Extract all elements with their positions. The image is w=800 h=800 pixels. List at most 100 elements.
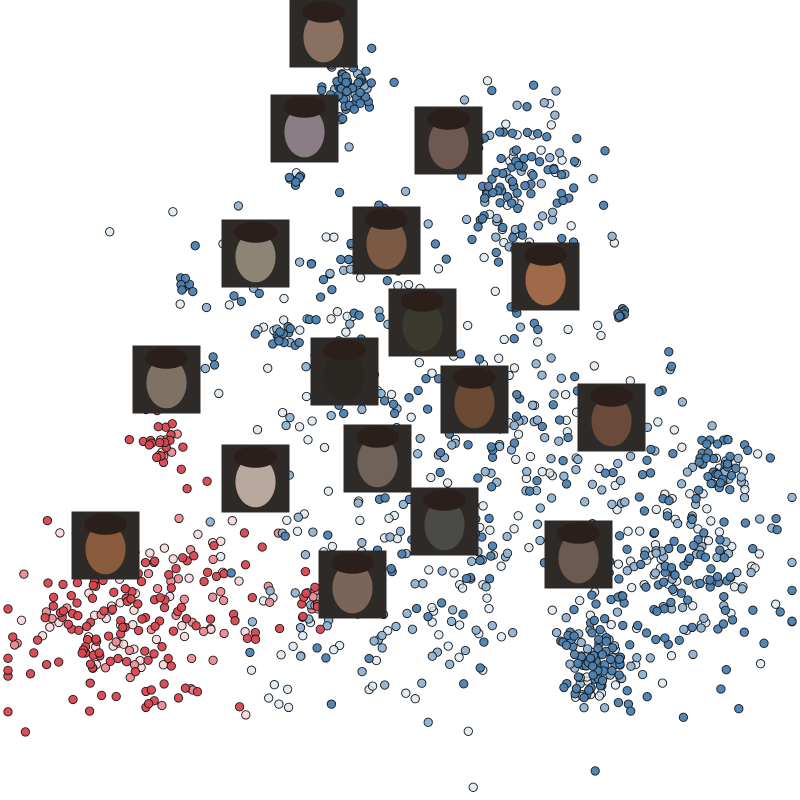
scatter-point xyxy=(355,87,365,98)
scatter-point xyxy=(55,528,65,538)
scatter-point xyxy=(178,553,188,563)
scatter-point xyxy=(8,632,18,642)
scatter-point xyxy=(660,633,670,643)
scatter-point xyxy=(657,678,668,688)
scatter-point xyxy=(323,486,334,496)
scatter-point xyxy=(511,411,522,421)
scatter-point xyxy=(614,531,625,541)
scatter-point xyxy=(449,568,459,578)
scatter-point xyxy=(173,574,184,584)
scatter-point xyxy=(193,529,203,539)
scatter-point xyxy=(712,572,723,582)
scatter-point xyxy=(676,588,687,598)
scatter-point xyxy=(573,658,583,669)
scatter-point xyxy=(186,653,197,664)
scatter-point xyxy=(632,653,642,663)
scatter-point xyxy=(587,590,597,600)
scatter-point xyxy=(386,564,396,574)
scatter-point xyxy=(133,625,144,636)
scatter-point xyxy=(670,570,680,580)
scatter-point xyxy=(303,435,313,445)
scatter-point xyxy=(406,412,416,422)
scatter-point xyxy=(354,310,364,320)
scatter-point xyxy=(739,492,750,503)
scatter-point xyxy=(247,592,257,603)
scatter-point xyxy=(332,307,343,317)
scatter-point xyxy=(755,659,766,669)
scatter-point xyxy=(353,498,363,508)
scatter-point xyxy=(650,568,661,578)
scatter-point xyxy=(740,518,751,528)
scatter-point xyxy=(427,602,437,613)
scatter-point xyxy=(475,555,485,566)
face-10-face-shape xyxy=(454,377,495,429)
scatter-point xyxy=(149,649,159,659)
scatter-point xyxy=(594,634,604,645)
scatter-point xyxy=(669,425,679,435)
scatter-point xyxy=(511,145,521,155)
scatter-point xyxy=(355,98,365,108)
scatter-point xyxy=(285,412,295,423)
scatter-point xyxy=(508,233,518,243)
scatter-point xyxy=(413,449,423,459)
scatter-point xyxy=(716,684,726,694)
scatter-point xyxy=(298,611,308,622)
scatter-point xyxy=(480,193,490,203)
scatter-point xyxy=(554,415,565,425)
face-6-face-shape xyxy=(525,254,566,306)
scatter-point xyxy=(569,183,579,193)
scatter-point xyxy=(585,653,596,663)
scatter-point xyxy=(533,337,543,347)
scatter-point xyxy=(646,444,656,455)
scatter-point xyxy=(715,545,725,555)
scatter-point xyxy=(526,189,536,199)
scatter-point xyxy=(637,669,648,680)
scatter-point xyxy=(208,352,218,362)
scatter-point xyxy=(481,582,491,592)
scatter-point xyxy=(152,452,162,463)
scatter-point xyxy=(234,576,244,586)
scatter-point xyxy=(357,404,367,415)
scatter-point xyxy=(105,227,115,237)
scatter-point xyxy=(329,232,339,242)
scatter-point xyxy=(787,616,797,626)
scatter-point xyxy=(25,669,36,679)
scatter-point xyxy=(159,602,170,613)
scatter-point xyxy=(496,153,506,164)
scatter-point xyxy=(533,129,543,139)
scatter-point xyxy=(613,697,624,708)
scatter-point xyxy=(63,619,73,629)
scatter-point xyxy=(294,422,305,432)
scatter-point xyxy=(87,593,98,603)
scatter-point xyxy=(54,657,64,667)
scatter-point xyxy=(329,645,339,655)
scatter-point xyxy=(411,603,422,614)
scatter-point xyxy=(626,661,636,671)
scatter-point xyxy=(200,363,210,374)
scatter-point xyxy=(627,582,637,593)
scatter-point xyxy=(548,400,558,410)
scatter-point xyxy=(274,623,285,634)
scatter-point xyxy=(683,595,693,605)
scatter-point xyxy=(535,535,545,546)
scatter-point xyxy=(522,127,533,138)
face-4-face-shape xyxy=(235,231,276,283)
scatter-point xyxy=(375,312,385,323)
scatter-point xyxy=(533,221,543,231)
scatter-point xyxy=(198,626,209,637)
scatter-point xyxy=(772,525,782,535)
scatter-point xyxy=(502,531,512,542)
scatter-point xyxy=(787,585,797,596)
scatter-point xyxy=(96,690,107,701)
face-11-hair-shape xyxy=(590,385,633,407)
scatter-point xyxy=(437,566,447,576)
scatter-point xyxy=(746,567,756,578)
scatter-point xyxy=(600,468,611,478)
face-1-face-shape xyxy=(303,11,344,63)
scatter-point xyxy=(177,285,187,295)
scatter-point xyxy=(733,453,743,463)
scatter-point xyxy=(315,624,325,634)
scatter-point xyxy=(666,361,677,371)
scatter-point xyxy=(593,320,603,330)
scatter-point xyxy=(478,501,488,511)
